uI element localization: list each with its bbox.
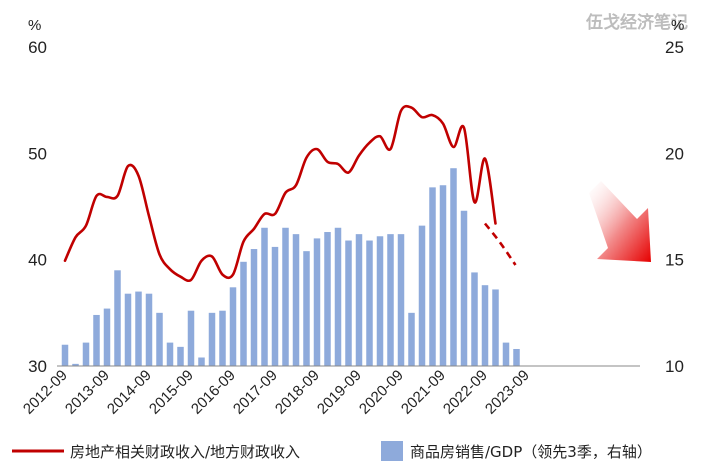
right-tick-label: 25 [665,38,684,57]
bar [355,234,363,366]
bar [61,344,69,366]
bar [397,234,405,366]
bar [198,357,205,366]
bar [177,346,184,366]
left-tick-label: 60 [28,38,47,57]
bar [313,238,321,366]
bar [250,249,258,366]
bar [72,363,79,366]
x-tick-label: 2020-09 [356,367,407,418]
bar [324,232,331,366]
line-series [63,104,517,283]
left-tick-label: 40 [28,251,47,270]
bar [439,185,447,366]
bar [208,312,216,366]
x-tick-label: 2015-09 [146,367,197,418]
bar [492,289,499,366]
bar [471,272,478,366]
bar [124,293,132,366]
left-tick-label: 30 [28,357,47,376]
bar [408,312,415,366]
left-tick-label: 50 [28,144,47,163]
left-axis-unit: % [28,17,41,34]
right-tick-label: 10 [665,357,684,376]
trend-arrow [589,181,651,262]
bar [481,285,489,366]
bar [418,225,426,366]
bar [240,261,247,366]
bar-series [61,168,520,366]
legend: 房地产相关财政收入/地方财政收入 商品房销售/GDP（领先3季，右轴） [12,441,652,461]
left-axis-ticks: 30 40 50 60 [28,38,47,376]
bar [145,293,153,366]
x-tick-label: 2016-09 [188,367,239,418]
legend-line-label: 房地产相关财政收入/地方财政收入 [70,443,300,461]
watermark: 伍戈经济笔记 [585,12,688,33]
right-axis-ticks: 10 15 20 25 [665,38,684,376]
bar [219,310,226,366]
bar [187,310,195,366]
right-tick-label: 20 [665,144,684,163]
x-tick-label: 2021-09 [398,367,449,418]
bar [513,348,520,366]
bar [303,251,310,366]
bar [292,234,300,366]
bar [135,291,142,366]
bar [166,342,174,366]
bar [450,168,457,366]
bar [387,234,394,366]
bar [261,227,268,366]
bar [156,312,163,366]
bar [460,210,468,366]
x-tick-label: 2022-09 [440,367,491,418]
bar [229,287,237,366]
x-tick-label: 2017-09 [230,367,281,418]
down-arrow-icon [589,181,651,262]
x-axis-ticks: 2012-092013-092014-092015-092016-092017-… [20,367,533,418]
bar [429,187,436,366]
bar [345,240,352,366]
bar [366,240,373,366]
right-tick-label: 15 [665,251,684,270]
x-tick-label: 2019-09 [314,367,365,418]
line-series-solid [63,104,497,283]
line-series-dashed [483,222,517,266]
x-tick-label: 2014-09 [104,367,155,418]
bar [93,314,100,366]
x-tick-label: 2013-09 [62,367,113,418]
bar [271,246,279,366]
right-axis-unit: % [671,17,684,34]
x-tick-label: 2023-09 [482,367,533,418]
bar [103,308,111,366]
bar [334,227,342,366]
bar [82,342,90,366]
bar [376,236,384,366]
bar [502,342,510,366]
bar [282,227,289,366]
legend-bar-label: 商品房销售/GDP（领先3季，右轴） [410,443,652,461]
legend-bar-swatch [381,441,403,461]
x-tick-label: 2018-09 [272,367,323,418]
bar [114,270,121,366]
